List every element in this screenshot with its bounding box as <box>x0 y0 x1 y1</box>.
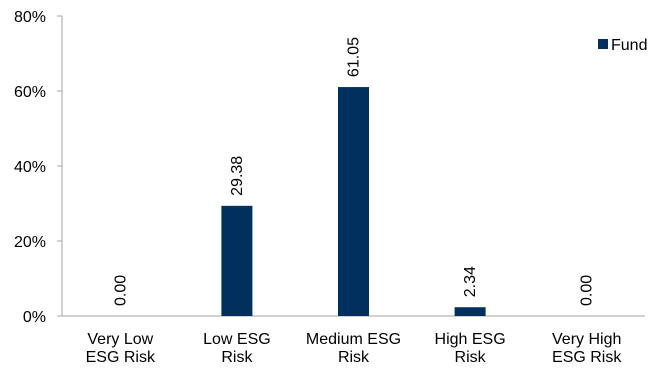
y-tick-label: 20% <box>14 234 46 251</box>
y-tick-label: 80% <box>14 9 46 26</box>
data-labels: 0.00 29.38 61.05 2.34 0.00 <box>112 37 595 306</box>
data-label: 29.38 <box>229 156 246 196</box>
legend: Fund <box>598 37 647 54</box>
legend-swatch-fund <box>598 39 608 49</box>
category-label: Medium ESG Risk <box>306 331 401 366</box>
bar-fund <box>221 205 253 316</box>
y-tick-label: 0% <box>23 309 46 326</box>
data-label: 2.34 <box>462 266 479 297</box>
bar-fund <box>338 87 369 316</box>
data-label: 61.05 <box>346 37 363 77</box>
bar-fund <box>454 307 486 316</box>
data-label: 0.00 <box>579 275 596 306</box>
category-label: Low ESG Risk <box>203 331 271 366</box>
category-label: Very Low ESG Risk <box>86 331 156 366</box>
y-axis-ticks: 0% 20% 40% 60% 80% <box>14 9 62 326</box>
y-tick-label: 40% <box>14 159 46 176</box>
category-label: High ESG Risk <box>435 331 506 366</box>
category-label: Very High ESG Risk <box>552 331 622 366</box>
data-label: 0.00 <box>112 275 129 306</box>
y-tick-label: 60% <box>14 84 46 101</box>
bars <box>221 87 486 316</box>
legend-label-fund: Fund <box>611 37 647 54</box>
x-axis-labels: Very Low ESG Risk Low ESG Risk Medium ESG Ris… <box>86 331 623 366</box>
